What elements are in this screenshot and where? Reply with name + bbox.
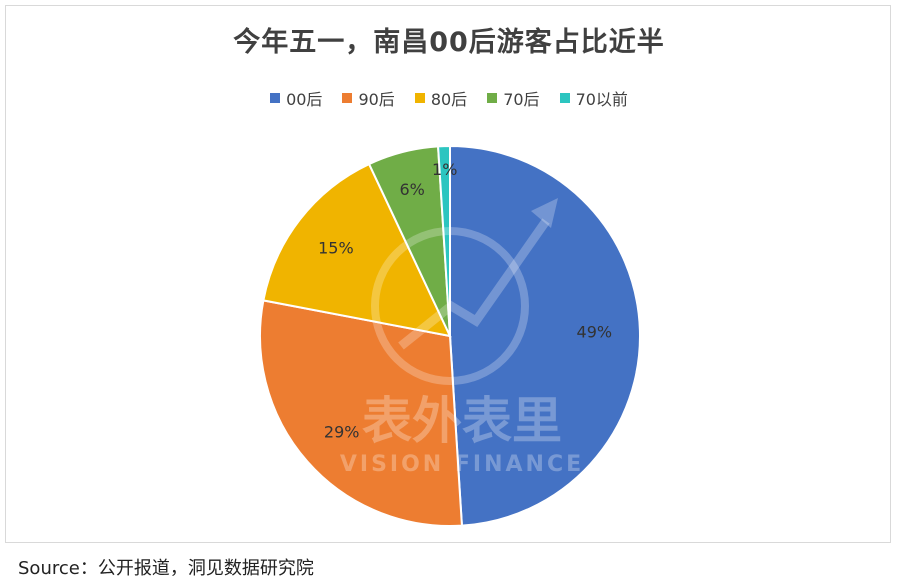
chart-title: 今年五一，南昌00后游客占比近半: [233, 27, 665, 58]
legend-swatch: [559, 93, 570, 103]
legend-label: 00后: [286, 90, 323, 109]
pie-chart: 表外表里 VISION FINANCE 49% 29% 15% 6% 1%: [259, 144, 641, 527]
pie-slice: [449, 144, 641, 527]
legend-item: 00后: [270, 86, 322, 110]
slice-label: 1%: [432, 160, 457, 179]
legend-swatch: [414, 93, 425, 103]
legend-label: 90后: [358, 90, 395, 109]
watermark-logo: 表外表里 VISION FINANCE: [340, 198, 584, 477]
legend-item: 80后: [414, 86, 468, 110]
pie-slice: [259, 299, 463, 527]
legend-item: 90后: [342, 86, 395, 110]
legend-label: 70后: [503, 90, 540, 109]
legend-item: 70后: [487, 86, 540, 110]
watermark-cn: 表外表里: [362, 392, 562, 450]
chart-legend: 00后 90后 80后 70后 70以前: [6, 86, 892, 110]
legend-label: 70以前: [575, 90, 628, 109]
pie-slice: [262, 162, 452, 338]
chart-frame: 今年五一，南昌00后游客占比近半 00后 90后 80后 70后 70以前 表外表里 V…: [5, 5, 891, 543]
legend-swatch: [342, 93, 353, 103]
legend-swatch: [270, 93, 281, 103]
slice-label: 6%: [400, 180, 425, 199]
slice-label: 29%: [324, 422, 360, 441]
slice-label: 15%: [318, 238, 354, 257]
watermark-en: VISION FINANCE: [340, 452, 584, 477]
legend-label: 80后: [430, 90, 468, 109]
source-note: Source：公开报道，洞见数据研究院: [18, 558, 314, 579]
slice-label: 49%: [577, 322, 613, 341]
legend-item: 70以前: [559, 86, 628, 110]
pie-slice: [437, 144, 451, 337]
legend-swatch: [487, 93, 498, 103]
